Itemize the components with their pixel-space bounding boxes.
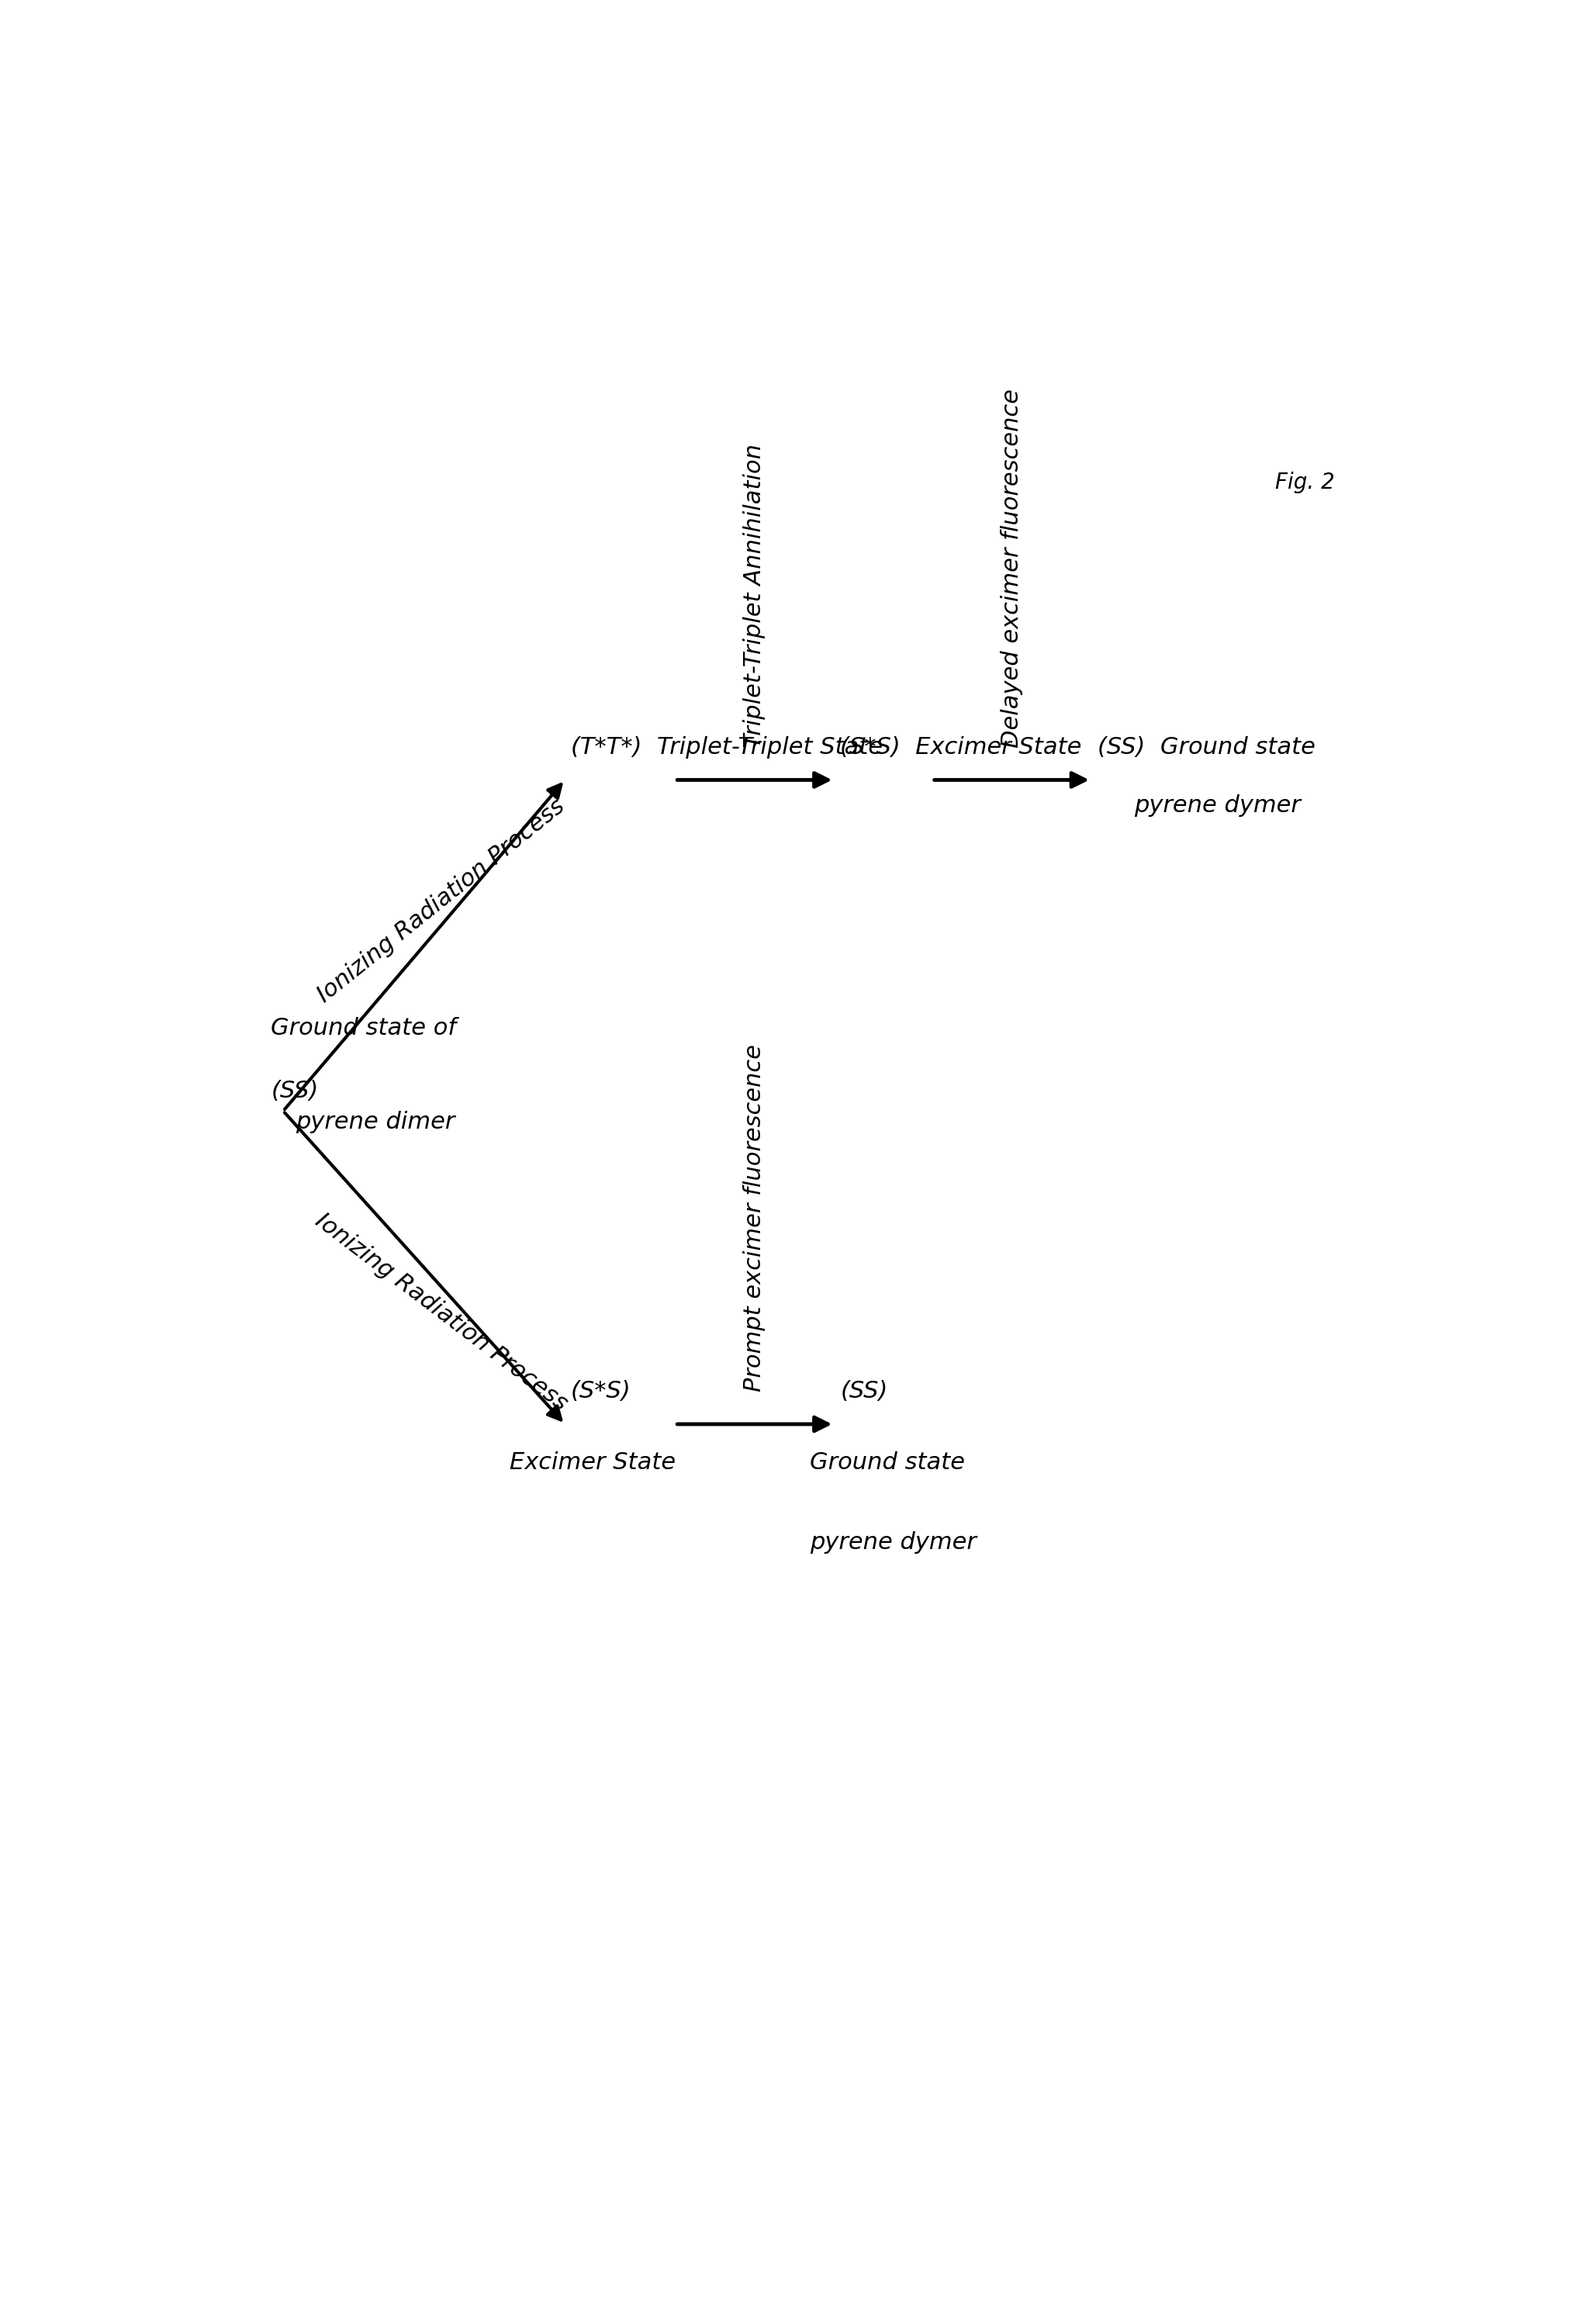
Text: Delayed excimer fluorescence: Delayed excimer fluorescence xyxy=(1000,388,1022,748)
Text: Ground state: Ground state xyxy=(811,1450,965,1473)
Text: pyrene dymer: pyrene dymer xyxy=(811,1532,976,1555)
Text: (SS): (SS) xyxy=(272,1081,319,1102)
Text: pyrene dymer: pyrene dymer xyxy=(1134,795,1300,816)
Text: (T*T*)  Triplet-Triplet State: (T*T*) Triplet-Triplet State xyxy=(570,737,883,758)
Text: Ground state of: Ground state of xyxy=(272,1018,457,1039)
Text: pyrene dimer: pyrene dimer xyxy=(295,1111,455,1134)
Text: Prompt excimer fluorescence: Prompt excimer fluorescence xyxy=(744,1043,766,1392)
Text: Excimer State: Excimer State xyxy=(510,1450,676,1473)
Text: Fig. 2: Fig. 2 xyxy=(1275,472,1335,493)
Text: (S*S): (S*S) xyxy=(570,1380,632,1404)
Text: Triplet-Triplet Annihilation: Triplet-Triplet Annihilation xyxy=(744,444,766,748)
Text: (SS): (SS) xyxy=(841,1380,888,1404)
Text: (S*S)  Excimer State: (S*S) Excimer State xyxy=(841,737,1082,758)
Text: Ionizing Radiation Process: Ionizing Radiation Process xyxy=(311,1208,572,1415)
Text: Ionizing Radiation Process: Ionizing Radiation Process xyxy=(313,795,569,1006)
Text: (SS)  Ground state: (SS) Ground state xyxy=(1098,737,1316,758)
